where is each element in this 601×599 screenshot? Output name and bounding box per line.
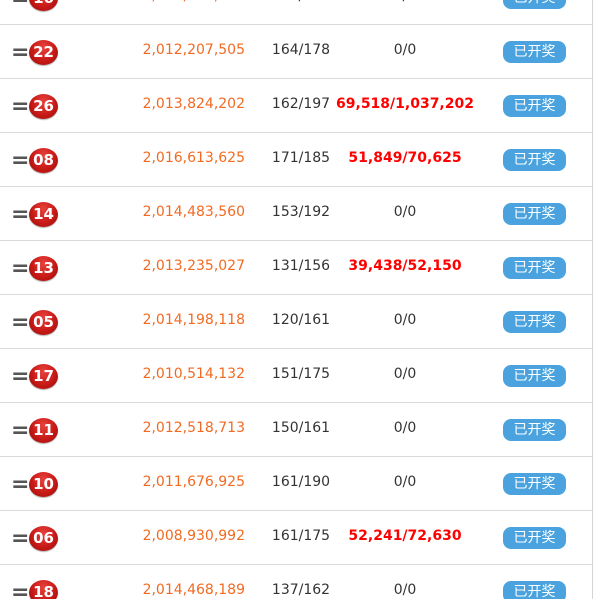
drawn-button[interactable]: 已开奖 bbox=[503, 581, 566, 599]
equals-sign: = bbox=[11, 256, 30, 281]
drawn-button[interactable]: 已开奖 bbox=[503, 473, 566, 495]
ratio-value: 171/185 bbox=[271, 150, 331, 166]
table-row: = 05 2,014,198,118 120/161 0/0 已开奖 bbox=[0, 295, 592, 349]
drawn-button[interactable]: 已开奖 bbox=[503, 311, 566, 333]
sum-value: 2,013,824,202 bbox=[142, 96, 245, 112]
drawn-button[interactable]: 已开奖 bbox=[503, 203, 566, 225]
equals-sign: = bbox=[11, 472, 30, 497]
result-ball: 13 bbox=[29, 256, 58, 281]
sum-value: 2,011,676,925 bbox=[142, 474, 245, 490]
sum-value: 2,014,198,118 bbox=[142, 312, 245, 328]
sum-value: 2,010,514,132 bbox=[142, 366, 245, 382]
prize-value: 0/0 bbox=[393, 42, 417, 58]
ratio-value: 131/156 bbox=[271, 258, 331, 274]
ratio-value: 164/178 bbox=[271, 42, 331, 58]
prize-value: 0/0 bbox=[393, 312, 417, 328]
equals-sign: = bbox=[11, 310, 30, 335]
drawn-button[interactable]: 已开奖 bbox=[503, 41, 566, 63]
result-ball: 16 bbox=[29, 0, 58, 11]
equals-sign: = bbox=[11, 148, 30, 173]
ratio-value: 137/162 bbox=[271, 582, 331, 598]
prize-value: 0/0 bbox=[393, 366, 417, 382]
prize-value: 0/0 bbox=[330, 0, 480, 4]
prize-value: 69,518/1,037,202 bbox=[336, 96, 474, 112]
equals-sign: = bbox=[11, 94, 30, 119]
drawn-button[interactable]: 已开奖 bbox=[503, 149, 566, 171]
equals-sign: = bbox=[11, 0, 29, 10]
table-row: = 06 2,008,930,992 161/175 52,241/72,630 已开奖 bbox=[0, 511, 592, 565]
table-row: = 10 2,011,676,925 161/190 0/0 已开奖 bbox=[0, 457, 592, 511]
table-row: =16 2,017,644,120 156/1840/0 已开奖 bbox=[0, 0, 592, 25]
result-ball: 08 bbox=[29, 148, 58, 173]
table-row: = 11 2,012,518,713 150/161 0/0 已开奖 bbox=[0, 403, 592, 457]
table-row: = 08 2,016,613,625 171/185 51,849/70,625 已开奖 bbox=[0, 133, 592, 187]
sum-value: 2,013,235,027 bbox=[142, 258, 245, 274]
drawn-button[interactable]: 已开奖 bbox=[503, 527, 566, 549]
result-ball: 17 bbox=[29, 364, 58, 389]
result-ball: 26 bbox=[29, 94, 58, 119]
result-ball: 06 bbox=[29, 526, 58, 551]
sum-value: 2,008,930,992 bbox=[142, 528, 245, 544]
equals-sign: = bbox=[11, 526, 30, 551]
result-ball: 10 bbox=[29, 472, 58, 497]
sum-value: 2,012,207,505 bbox=[142, 42, 245, 58]
prize-value: 0/0 bbox=[393, 474, 417, 490]
equals-sign: = bbox=[11, 580, 30, 599]
result-ball: 05 bbox=[29, 310, 58, 335]
table-row: = 26 2,013,824,202 162/197 69,518/1,037,202 已… bbox=[0, 79, 592, 133]
sum-value: 2,012,518,713 bbox=[142, 420, 245, 436]
equals-sign: = bbox=[11, 418, 30, 443]
prize-value: 51,849/70,625 bbox=[348, 150, 462, 166]
ratio-value: 153/192 bbox=[271, 204, 331, 220]
ratio-value: 161/190 bbox=[271, 474, 331, 490]
result-ball: 22 bbox=[29, 40, 58, 65]
equals-sign: = bbox=[11, 202, 30, 227]
drawn-button[interactable]: 已开奖 bbox=[503, 365, 566, 387]
equals-sign: = bbox=[11, 364, 30, 389]
ratio-value: 151/175 bbox=[271, 366, 331, 382]
prize-value: 0/0 bbox=[393, 582, 417, 598]
prize-value: 0/0 bbox=[393, 420, 417, 436]
sum-value: 2,014,468,189 bbox=[142, 582, 245, 598]
drawn-button[interactable]: 已开奖 bbox=[503, 0, 566, 9]
drawn-button[interactable]: 已开奖 bbox=[503, 257, 566, 279]
result-ball: 14 bbox=[29, 202, 58, 227]
ratio-value: 156/184 bbox=[262, 0, 340, 4]
table-row: = 13 2,013,235,027 131/156 39,438/52,150 已开奖 bbox=[0, 241, 592, 295]
sum-value: 2,017,644,120 bbox=[140, 0, 245, 4]
sum-value: 2,016,613,625 bbox=[142, 150, 245, 166]
equals-sign: = bbox=[11, 40, 30, 65]
table-row: = 14 2,014,483,560 153/192 0/0 已开奖 bbox=[0, 187, 592, 241]
prize-value: 52,241/72,630 bbox=[348, 528, 462, 544]
prize-value: 39,438/52,150 bbox=[348, 258, 462, 274]
ratio-value: 161/175 bbox=[271, 528, 331, 544]
result-ball: 11 bbox=[29, 418, 58, 443]
table-row: = 17 2,010,514,132 151/175 0/0 已开奖 bbox=[0, 349, 592, 403]
table-row: = 18 2,014,468,189 137/162 0/0 已开奖 bbox=[0, 565, 592, 599]
table-row: = 22 2,012,207,505 164/178 0/0 已开奖 bbox=[0, 25, 592, 79]
sum-value: 2,014,483,560 bbox=[142, 204, 245, 220]
prize-value: 0/0 bbox=[393, 204, 417, 220]
ratio-value: 162/197 bbox=[271, 96, 331, 112]
ratio-value: 120/161 bbox=[271, 312, 331, 328]
drawn-button[interactable]: 已开奖 bbox=[503, 419, 566, 441]
ratio-value: 150/161 bbox=[271, 420, 331, 436]
drawn-button[interactable]: 已开奖 bbox=[503, 95, 566, 117]
result-ball: 18 bbox=[29, 580, 58, 599]
